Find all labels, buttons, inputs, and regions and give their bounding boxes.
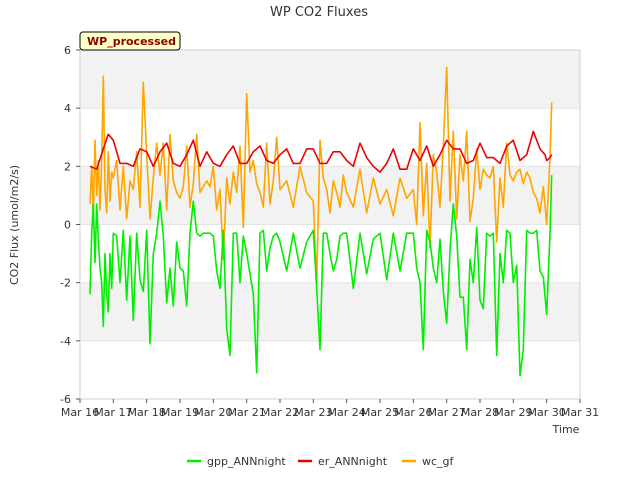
x-tick-label: Mar 17 bbox=[94, 406, 132, 419]
series-line-wc_gf bbox=[89, 66, 553, 284]
series-line-er_ANNnight bbox=[89, 130, 553, 173]
x-tick-label: Mar 16 bbox=[61, 406, 99, 419]
x-tick-label: Mar 19 bbox=[161, 406, 199, 419]
x-tick-label: Mar 26 bbox=[394, 406, 432, 419]
grid-band bbox=[80, 166, 580, 225]
y-tick-label: 6 bbox=[64, 44, 71, 57]
legend-label-gpp_ANNnight: gpp_ANNnight bbox=[207, 455, 286, 468]
y-tick-label: 4 bbox=[64, 102, 71, 115]
x-tick-label: Mar 20 bbox=[194, 406, 232, 419]
grid-band bbox=[80, 50, 580, 109]
grid-band bbox=[80, 340, 580, 399]
x-tick-label: Mar 28 bbox=[461, 406, 499, 419]
badge: WP_processed bbox=[79, 31, 181, 51]
legend-label-er_ANNnight: er_ANNnight bbox=[318, 455, 388, 468]
x-tick-label: Mar 24 bbox=[328, 406, 366, 419]
y-tick-label: -6 bbox=[60, 393, 71, 406]
y-axis-label: CO2 Flux (umol/m2/s) bbox=[8, 165, 21, 285]
x-tick-label: Mar 21 bbox=[228, 406, 266, 419]
grid-bands bbox=[80, 49, 580, 400]
x-axis-label: Time bbox=[552, 423, 580, 436]
badge-label: WP_processed bbox=[87, 35, 176, 48]
y-tick-label: -4 bbox=[60, 335, 71, 348]
y-tick-label: -2 bbox=[60, 277, 71, 290]
x-tick-label: Mar 27 bbox=[428, 406, 466, 419]
x-tick-label: Mar 30 bbox=[528, 406, 566, 419]
series-layer bbox=[89, 66, 553, 377]
legend-label-wc_gf: wc_gf bbox=[422, 455, 455, 468]
x-tick-label: Mar 29 bbox=[494, 406, 532, 419]
legend: gpp_ANNnight er_ANNnight wc_gf bbox=[187, 455, 455, 468]
grid-band bbox=[80, 282, 580, 341]
x-tick-label: Mar 23 bbox=[294, 406, 332, 419]
x-tick-label: Mar 18 bbox=[128, 406, 166, 419]
badge-box bbox=[79, 31, 181, 51]
x-tick-label: Mar 25 bbox=[361, 406, 399, 419]
chart-title: WP CO2 Fluxes bbox=[270, 5, 368, 20]
x-tick-label: Mar 22 bbox=[261, 406, 299, 419]
series-line-gpp_ANNnight bbox=[89, 175, 553, 377]
y-tick-label: 0 bbox=[64, 219, 71, 232]
x-tick-label: Mar 31 bbox=[561, 406, 599, 419]
y-tick-label: 2 bbox=[64, 160, 71, 173]
